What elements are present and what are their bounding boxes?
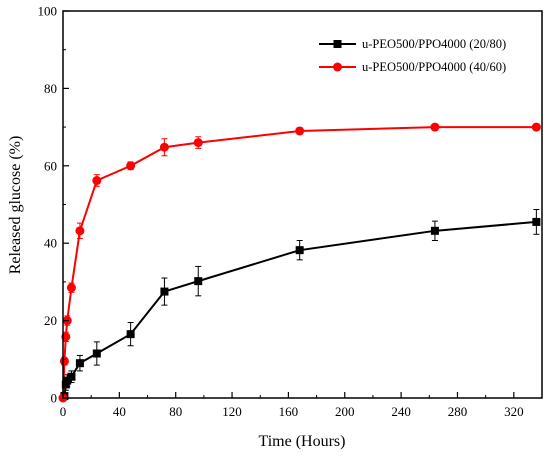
series-2-point — [92, 176, 102, 186]
x-tick-label: 280 — [448, 404, 468, 419]
legend-marker-series-2 — [333, 62, 342, 72]
legend-label-series-1: u-PEO500/PPO4000 (20/80) — [362, 37, 506, 51]
series-1-point — [126, 330, 135, 339]
x-tick-label: 80 — [169, 404, 182, 419]
series-2-point — [531, 122, 541, 132]
legend: u-PEO500/PPO4000 (20/80) u-PEO500/PPO400… — [319, 37, 506, 74]
series-1-point — [63, 376, 72, 385]
series-1-point — [430, 226, 439, 235]
y-tick-label: 20 — [44, 313, 57, 328]
series-2-point — [59, 356, 69, 366]
x-tick-label: 40 — [113, 404, 126, 419]
y-axis-ticks: 0 20 40 60 80 100 — [38, 4, 69, 406]
series-1-point — [92, 349, 101, 358]
y-tick-label: 80 — [44, 81, 57, 96]
x-tick-label: 0 — [60, 404, 67, 419]
y-tick-label: 100 — [38, 4, 58, 19]
series-1-point — [295, 246, 304, 255]
series-2-point — [75, 226, 85, 236]
series-1-point — [75, 359, 84, 368]
y-tick-label: 0 — [51, 391, 58, 406]
legend-marker-series-1 — [333, 40, 342, 48]
series-1-point — [67, 372, 76, 381]
series-2-point — [430, 122, 440, 132]
x-tick-label: 320 — [504, 404, 524, 419]
series-2-point — [159, 142, 169, 152]
series-2-point — [193, 138, 203, 148]
series-markers — [58, 122, 541, 403]
series-2-point — [295, 126, 305, 136]
series-2-point — [66, 283, 76, 293]
x-axis-ticks: 0 40 80 120 160 200 240 280 320 — [60, 392, 524, 419]
series-1-point — [194, 277, 203, 286]
series-1-point — [532, 217, 541, 226]
legend-label-series-2: u-PEO500/PPO4000 (40/60) — [362, 60, 506, 74]
x-tick-label: 240 — [391, 404, 411, 419]
y-axis-title: Released glucose (%) — [7, 136, 24, 275]
x-axis-title: Time (Hours) — [259, 433, 346, 450]
series-1-point — [160, 287, 169, 296]
y-tick-label: 40 — [44, 236, 57, 251]
x-tick-label: 200 — [335, 404, 355, 419]
x-tick-label: 120 — [222, 404, 242, 419]
series-2-point — [126, 161, 136, 171]
y-tick-label: 60 — [44, 158, 57, 173]
x-tick-label: 160 — [279, 404, 299, 419]
